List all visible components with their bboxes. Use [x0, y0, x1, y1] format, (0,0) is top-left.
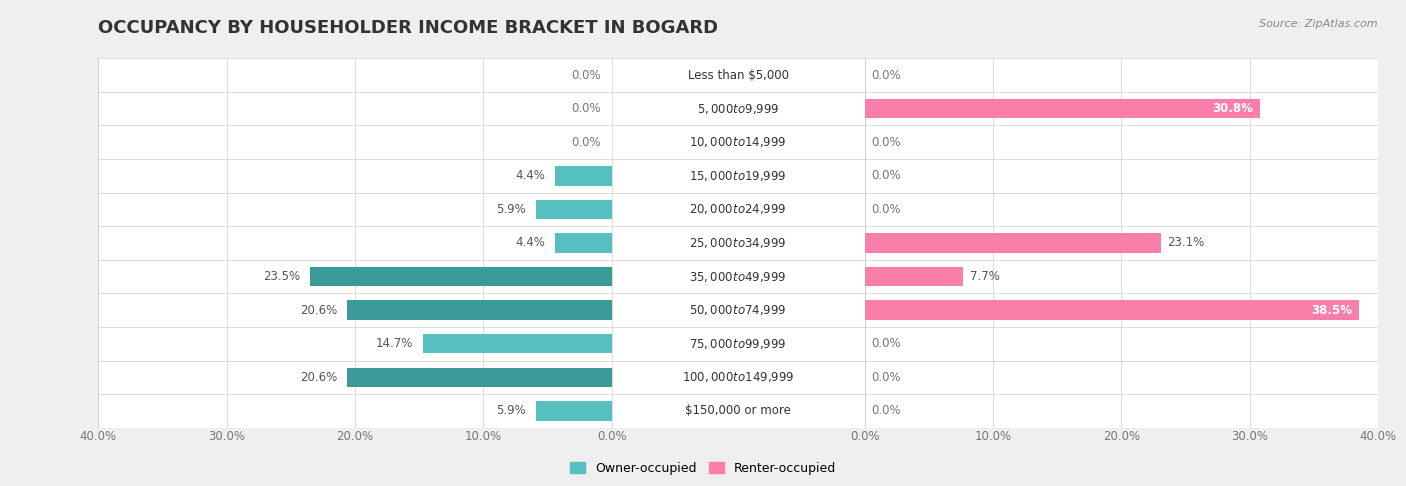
Text: 0.0%: 0.0%	[572, 102, 602, 115]
Text: 4.4%: 4.4%	[515, 169, 546, 182]
Bar	[612, 394, 865, 428]
Bar	[347, 367, 612, 387]
Text: $150,000 or more: $150,000 or more	[685, 404, 792, 417]
Text: 4.4%: 4.4%	[515, 237, 546, 249]
Bar	[98, 361, 612, 394]
Text: 0.0%: 0.0%	[872, 203, 901, 216]
Text: 20.6%: 20.6%	[299, 304, 337, 317]
Bar	[865, 159, 1378, 192]
Text: $5,000 to $9,999: $5,000 to $9,999	[697, 102, 779, 116]
Bar	[98, 125, 612, 159]
Text: $20,000 to $24,999: $20,000 to $24,999	[689, 203, 787, 216]
Bar	[347, 300, 612, 320]
Bar	[98, 260, 612, 294]
Bar	[865, 300, 1358, 320]
Text: 5.9%: 5.9%	[496, 404, 526, 417]
Bar	[865, 226, 1378, 260]
Bar	[98, 226, 612, 260]
Text: 0.0%: 0.0%	[872, 169, 901, 182]
Bar	[423, 334, 612, 353]
Text: OCCUPANCY BY HOUSEHOLDER INCOME BRACKET IN BOGARD: OCCUPANCY BY HOUSEHOLDER INCOME BRACKET …	[98, 19, 718, 37]
Text: 30.8%: 30.8%	[1212, 102, 1253, 115]
Bar	[555, 166, 612, 186]
Text: 0.0%: 0.0%	[872, 404, 901, 417]
Text: 5.9%: 5.9%	[496, 203, 526, 216]
Bar	[536, 401, 612, 420]
Bar	[865, 58, 1378, 92]
Text: 38.5%: 38.5%	[1312, 304, 1353, 317]
Bar	[865, 92, 1378, 125]
Text: $15,000 to $19,999: $15,000 to $19,999	[689, 169, 787, 183]
Text: 0.0%: 0.0%	[572, 136, 602, 149]
Bar	[865, 192, 1378, 226]
Bar	[612, 226, 865, 260]
Text: 14.7%: 14.7%	[375, 337, 413, 350]
Bar	[612, 327, 865, 361]
Bar	[865, 267, 963, 286]
Bar	[865, 125, 1378, 159]
Bar	[865, 294, 1378, 327]
Bar	[98, 92, 612, 125]
Bar	[865, 327, 1378, 361]
Bar	[865, 394, 1378, 428]
Bar	[536, 200, 612, 219]
Bar	[98, 327, 612, 361]
Text: 0.0%: 0.0%	[872, 136, 901, 149]
Bar	[98, 192, 612, 226]
Bar	[865, 361, 1378, 394]
Bar	[612, 92, 865, 125]
Text: 20.6%: 20.6%	[299, 371, 337, 384]
Bar	[865, 233, 1161, 253]
Text: $35,000 to $49,999: $35,000 to $49,999	[689, 270, 787, 283]
Bar	[612, 260, 865, 294]
Bar	[865, 260, 1378, 294]
Bar	[612, 361, 865, 394]
Text: 0.0%: 0.0%	[872, 371, 901, 384]
Bar	[612, 58, 865, 92]
Text: 0.0%: 0.0%	[572, 69, 602, 82]
Bar	[865, 99, 1260, 119]
Bar	[311, 267, 612, 286]
Text: Less than $5,000: Less than $5,000	[688, 69, 789, 82]
Text: 23.1%: 23.1%	[1167, 237, 1205, 249]
Bar	[98, 394, 612, 428]
Text: Source: ZipAtlas.com: Source: ZipAtlas.com	[1260, 19, 1378, 30]
Text: 23.5%: 23.5%	[263, 270, 299, 283]
Legend: Owner-occupied, Renter-occupied: Owner-occupied, Renter-occupied	[565, 457, 841, 480]
Bar	[98, 159, 612, 192]
Bar	[98, 58, 612, 92]
Bar	[98, 294, 612, 327]
Text: 7.7%: 7.7%	[970, 270, 1000, 283]
Text: $50,000 to $74,999: $50,000 to $74,999	[689, 303, 787, 317]
Bar	[612, 294, 865, 327]
Text: $100,000 to $149,999: $100,000 to $149,999	[682, 370, 794, 384]
Bar	[612, 159, 865, 192]
Bar	[612, 125, 865, 159]
Text: $10,000 to $14,999: $10,000 to $14,999	[689, 135, 787, 149]
Text: 0.0%: 0.0%	[872, 337, 901, 350]
Bar	[555, 233, 612, 253]
Text: 0.0%: 0.0%	[872, 69, 901, 82]
Text: $25,000 to $34,999: $25,000 to $34,999	[689, 236, 787, 250]
Bar	[612, 192, 865, 226]
Text: $75,000 to $99,999: $75,000 to $99,999	[689, 337, 787, 351]
